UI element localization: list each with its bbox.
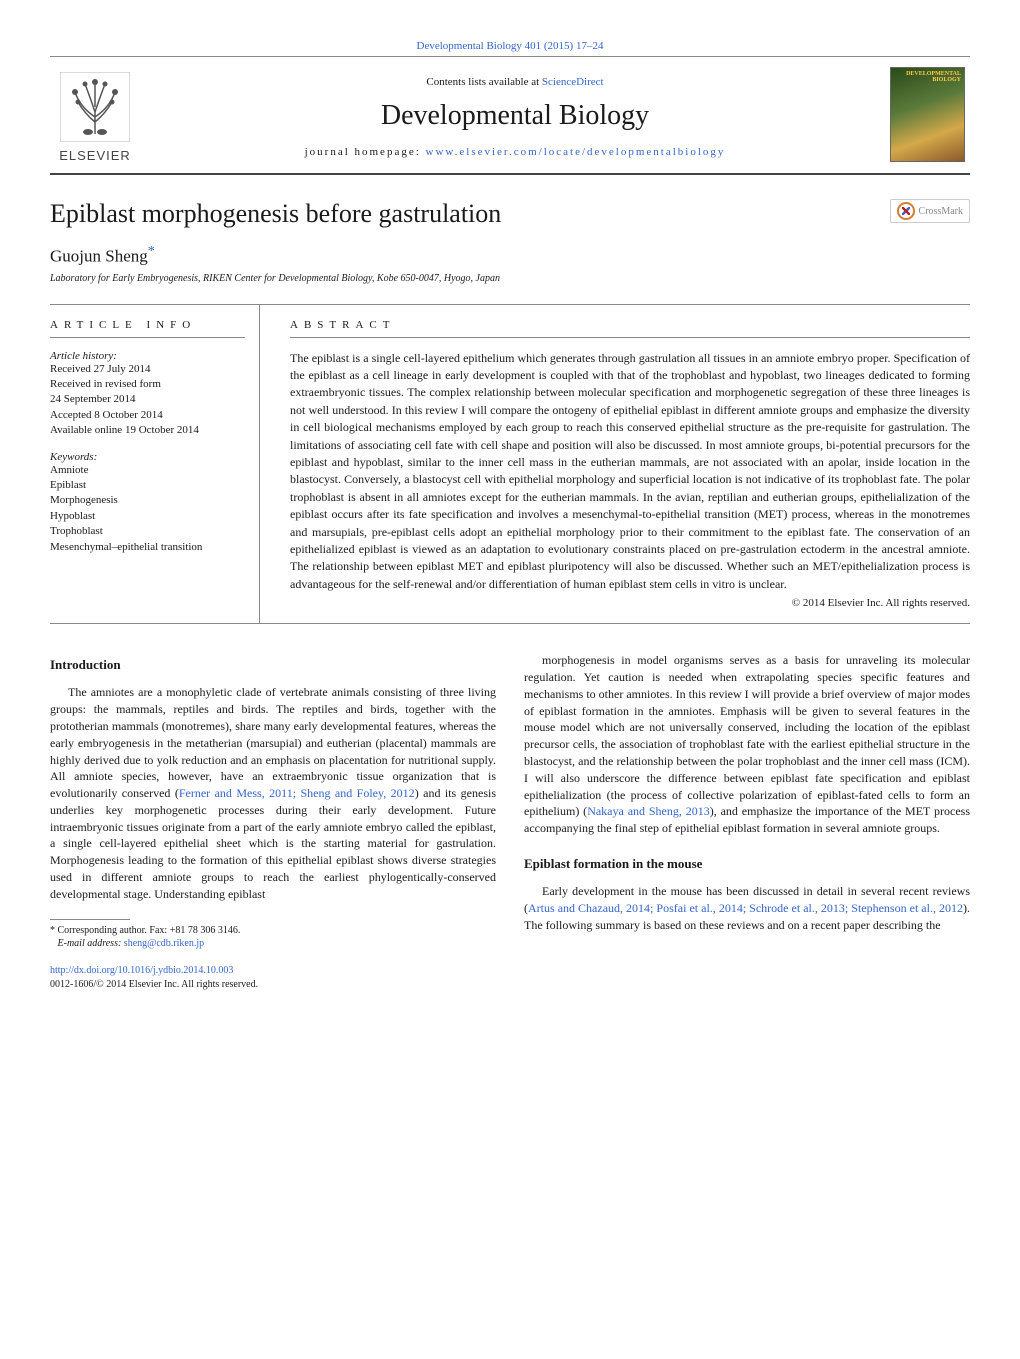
info-abstract-row: ARTICLE INFO Article history: Received 2… (50, 304, 970, 624)
footnote-text: Corresponding author. Fax: +81 78 306 31… (55, 925, 240, 936)
homepage-line: journal homepage: www.elsevier.com/locat… (140, 146, 890, 158)
intro-paragraph: The amniotes are a monophyletic clade of… (50, 684, 496, 902)
body-text: ) and its genesis underlies key morphoge… (50, 786, 496, 901)
keyword: Trophoblast (50, 524, 245, 539)
citation-link[interactable]: Artus and Chazaud, 2014; Posfai et al., … (528, 901, 963, 915)
body-text: morphogenesis in model organisms serves … (524, 653, 970, 818)
journal-title: Developmental Biology (140, 100, 890, 132)
abstract-copyright: © 2014 Elsevier Inc. All rights reserved… (290, 597, 970, 609)
section-2-paragraph: Early development in the mouse has been … (524, 883, 970, 933)
homepage-link[interactable]: www.elsevier.com/locate/developmentalbio… (426, 146, 726, 158)
footnote-separator (50, 919, 130, 920)
title-row: Epiblast morphogenesis before gastrulati… (50, 199, 970, 229)
history-line: Accepted 8 October 2014 (50, 408, 245, 423)
history-line: Received in revised form (50, 377, 245, 392)
section-2-heading: Epiblast formation in the mouse (524, 855, 970, 873)
crossmark-badge[interactable]: CrossMark (890, 199, 970, 223)
citation-link[interactable]: Nakaya and Sheng, 2013 (587, 804, 710, 818)
body-columns: Introduction The amniotes are a monophyl… (50, 652, 970, 992)
affiliation: Laboratory for Early Embryogenesis, RIKE… (50, 273, 970, 284)
keyword: Amniote (50, 463, 245, 478)
article-info-label: ARTICLE INFO (50, 319, 245, 338)
cover-label: DEVELOPMENTAL BIOLOGY (891, 71, 961, 83)
homepage-prefix: journal homepage: (305, 146, 426, 158)
citation-link[interactable]: Ferner and Mess, 2011; Sheng and Foley, … (179, 786, 415, 800)
doi-link[interactable]: http://dx.doi.org/10.1016/j.ydbio.2014.1… (50, 965, 233, 976)
author-line: Guojun Sheng* (50, 243, 970, 267)
author-email-link[interactable]: sheng@cdb.riken.jp (124, 938, 204, 949)
sciencedirect-link[interactable]: ScienceDirect (542, 76, 604, 88)
history-line: Received 27 July 2014 (50, 362, 245, 377)
publisher-logo-block: ELSEVIER (50, 72, 140, 163)
page: Developmental Biology 401 (2015) 17–24 E… (0, 0, 1020, 1032)
top-journal-ref[interactable]: Developmental Biology 401 (2015) 17–24 (50, 40, 970, 57)
journal-cover-block: DEVELOPMENTAL BIOLOGY (890, 67, 970, 167)
keyword: Hypoblast (50, 509, 245, 524)
keyword: Mesenchymal–epithelial transition (50, 540, 245, 555)
journal-title-block: Contents lists available at ScienceDirec… (140, 76, 890, 158)
article-title: Epiblast morphogenesis before gastrulati… (50, 199, 501, 229)
journal-cover-thumbnail: DEVELOPMENTAL BIOLOGY (890, 67, 965, 162)
intro-paragraph-2: morphogenesis in model organisms serves … (524, 652, 970, 837)
corresponding-footnote: * Corresponding author. Fax: +81 78 306 … (50, 924, 496, 950)
crossmark-label: CrossMark (919, 206, 963, 217)
keyword: Epiblast (50, 478, 245, 493)
keyword: Morphogenesis (50, 493, 245, 508)
body-text: The amniotes are a monophyletic clade of… (50, 685, 496, 800)
history-line: Available online 19 October 2014 (50, 423, 245, 438)
author-name: Guojun Sheng (50, 247, 148, 266)
publisher-name: ELSEVIER (50, 148, 140, 163)
history-line: 24 September 2014 (50, 392, 245, 407)
abstract-text: The epiblast is a single cell-layered ep… (290, 350, 970, 593)
article-info-column: ARTICLE INFO Article history: Received 2… (50, 305, 260, 623)
keywords-label: Keywords: (50, 451, 245, 463)
abstract-column: ABSTRACT The epiblast is a single cell-l… (290, 305, 970, 623)
contents-line: Contents lists available at ScienceDirec… (140, 76, 890, 88)
doi-block: http://dx.doi.org/10.1016/j.ydbio.2014.1… (50, 964, 496, 992)
intro-heading: Introduction (50, 656, 496, 674)
history-label: Article history: (50, 350, 245, 362)
email-label: E-mail address: (58, 938, 124, 949)
journal-header: ELSEVIER Contents lists available at Sci… (50, 67, 970, 175)
crossmark-icon (897, 202, 915, 220)
abstract-label: ABSTRACT (290, 319, 970, 338)
issn-line: 0012-1606/© 2014 Elsevier Inc. All right… (50, 979, 258, 990)
elsevier-tree-icon (60, 72, 130, 142)
contents-prefix: Contents lists available at (426, 76, 541, 88)
corresponding-marker[interactable]: * (148, 243, 155, 259)
